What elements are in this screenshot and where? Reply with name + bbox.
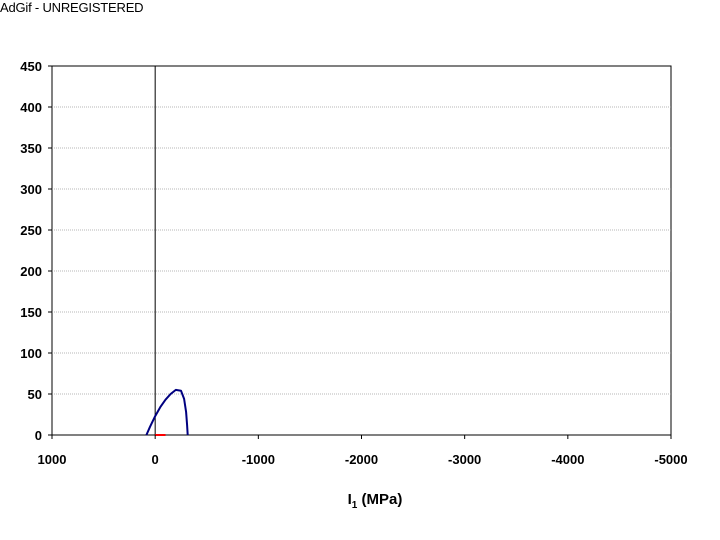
x-axis-title-unit: (MPa) [357,491,402,508]
x-tick-label: -4000 [551,452,584,467]
x-tick-label: 1000 [38,452,67,467]
x-tick-label: 0 [152,452,159,467]
y-tick-label: 100 [20,346,42,361]
x-tick-label: -5000 [654,452,687,467]
y-tick-label: 200 [20,264,42,279]
axis-ticks: 0 50 100 150 200 250 300 350 400 450 1000 0 -1000 -20… [20,59,687,467]
x-axis-title-subscript: 1 [352,500,358,511]
y-tick-label: 250 [20,223,42,238]
series-line-1 [145,388,189,436]
y-tick-label: 450 [20,59,42,74]
x-tick-label: -1000 [242,452,275,467]
x-axis-title-main: I [348,491,352,508]
y-tick-label: 50 [28,387,42,402]
x-axis-title: I1 (MPa) [348,491,403,511]
y-tick-label: 0 [35,428,42,443]
gridlines [52,66,671,435]
y-tick-label: 150 [20,305,42,320]
plot-area [51,65,672,436]
x-tick-label: -2000 [345,452,378,467]
y-tick-label: 300 [20,182,42,197]
watermark-text: AdGif - UNREGISTERED [0,0,144,15]
y-tick-label: 400 [20,100,42,115]
series-group [145,388,189,436]
y-tick-label: 350 [20,141,42,156]
x-tick-label: -3000 [448,452,481,467]
